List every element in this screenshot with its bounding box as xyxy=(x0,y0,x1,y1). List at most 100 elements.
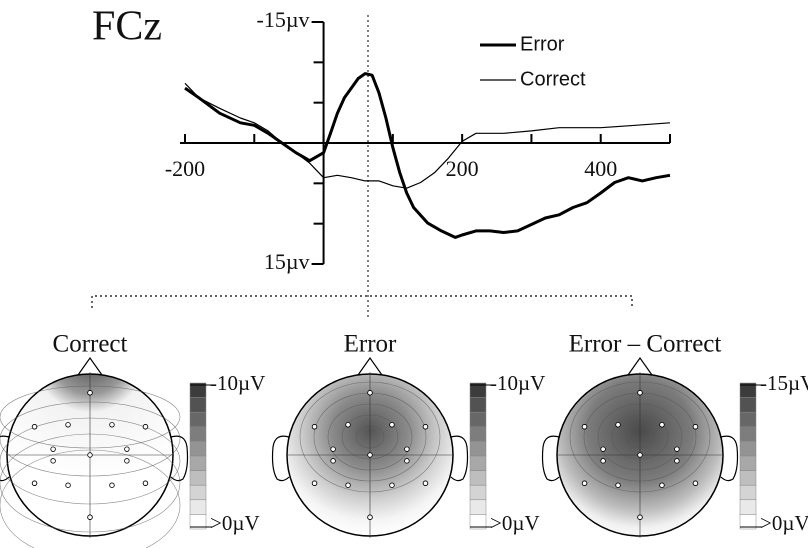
colorbar-step xyxy=(739,484,757,501)
electrode xyxy=(345,422,351,428)
topomap xyxy=(0,356,189,548)
colorbar-step xyxy=(469,499,487,515)
electrode xyxy=(367,390,373,396)
colorbar-bottom-label: >0µV xyxy=(210,511,260,535)
colorbar-step xyxy=(739,470,757,486)
electrode xyxy=(389,422,395,428)
colorbar-step xyxy=(469,514,487,530)
electrode xyxy=(422,424,429,430)
topomap xyxy=(271,356,469,538)
electrode xyxy=(367,452,373,458)
colorbar-step xyxy=(739,499,757,515)
colorbar-step xyxy=(469,484,487,501)
colorbar-step xyxy=(739,514,757,530)
colorbar-step xyxy=(739,397,757,413)
colorbar-step xyxy=(469,397,487,413)
electrode xyxy=(109,482,115,488)
series-line xyxy=(184,82,671,189)
colorbar-step xyxy=(189,411,207,428)
electrode xyxy=(50,446,56,452)
electrode xyxy=(674,446,680,452)
electrode xyxy=(87,452,93,458)
colorbar-step xyxy=(469,441,487,457)
colorbar-step xyxy=(469,426,487,442)
electrode xyxy=(142,480,149,486)
electrode xyxy=(330,446,336,452)
electrode xyxy=(615,422,621,428)
colorbar-top-label: -15µV xyxy=(760,371,808,395)
electrode xyxy=(637,390,643,396)
nose xyxy=(77,356,103,376)
electrode xyxy=(311,480,318,486)
electrode xyxy=(600,458,606,464)
electrode xyxy=(637,452,643,458)
x-tick-label: -200 xyxy=(165,156,205,181)
x-tick-label: 400 xyxy=(584,156,617,181)
colorbar-step xyxy=(189,426,207,442)
topomap-title: Correct xyxy=(53,331,128,358)
colorbar-bottom-label: >0µV xyxy=(760,511,808,535)
colorbar-step xyxy=(189,470,207,486)
ear xyxy=(450,435,469,482)
y-tick-label: -15µv xyxy=(257,7,310,32)
electrode xyxy=(65,422,71,428)
electrode xyxy=(330,458,336,464)
electrode xyxy=(581,424,588,430)
colorbar-step xyxy=(739,441,757,457)
electrode xyxy=(615,482,621,488)
ear xyxy=(271,435,290,482)
electrode xyxy=(109,422,115,428)
electrode xyxy=(142,424,149,430)
electrode xyxy=(345,482,351,488)
colorbar-step xyxy=(469,470,487,486)
colorbar-step xyxy=(189,455,207,471)
topomap-title: Error – Correct xyxy=(569,331,722,358)
electrode xyxy=(422,480,429,486)
electrode xyxy=(50,458,56,464)
colorbar-step xyxy=(739,455,757,471)
topomap-title: Error xyxy=(344,331,397,358)
electrode xyxy=(692,480,699,486)
ear xyxy=(720,435,739,482)
x-tick-label: 200 xyxy=(446,156,479,181)
legend-label: Error xyxy=(520,33,565,55)
electrode xyxy=(637,514,643,520)
electrode xyxy=(404,458,410,464)
electrode xyxy=(389,482,395,488)
electrode xyxy=(674,458,680,464)
topomap xyxy=(541,356,739,538)
colorbar-step xyxy=(469,411,487,428)
electrode xyxy=(31,424,38,430)
colorbar-step xyxy=(189,441,207,457)
electrode xyxy=(124,446,130,452)
electrode xyxy=(404,446,410,452)
ear xyxy=(170,435,189,482)
electrode xyxy=(659,422,665,428)
colorbar-top-label: -10µV xyxy=(490,371,545,395)
electrode xyxy=(659,482,665,488)
colorbar-step xyxy=(189,397,207,413)
electrode xyxy=(124,458,130,464)
y-tick-label: 15µv xyxy=(264,249,310,274)
electrode xyxy=(87,390,93,396)
colorbar-step xyxy=(189,484,207,501)
colorbar-bottom-label: >0µV xyxy=(490,511,540,535)
electrode xyxy=(65,482,71,488)
bracket xyxy=(91,295,633,308)
electrode xyxy=(87,514,93,520)
electrode xyxy=(311,424,318,430)
chart-title: FCz xyxy=(92,4,162,50)
colorbar-step xyxy=(739,426,757,442)
colorbar-top-label: -10µV xyxy=(210,371,265,395)
ear xyxy=(541,435,560,482)
colorbar-step xyxy=(739,411,757,428)
nose xyxy=(627,356,653,376)
colorbar-step xyxy=(189,514,207,530)
legend-label: Correct xyxy=(520,68,586,90)
nose xyxy=(357,356,383,376)
electrode xyxy=(367,514,373,520)
electrode xyxy=(31,480,38,486)
electrode xyxy=(600,446,606,452)
